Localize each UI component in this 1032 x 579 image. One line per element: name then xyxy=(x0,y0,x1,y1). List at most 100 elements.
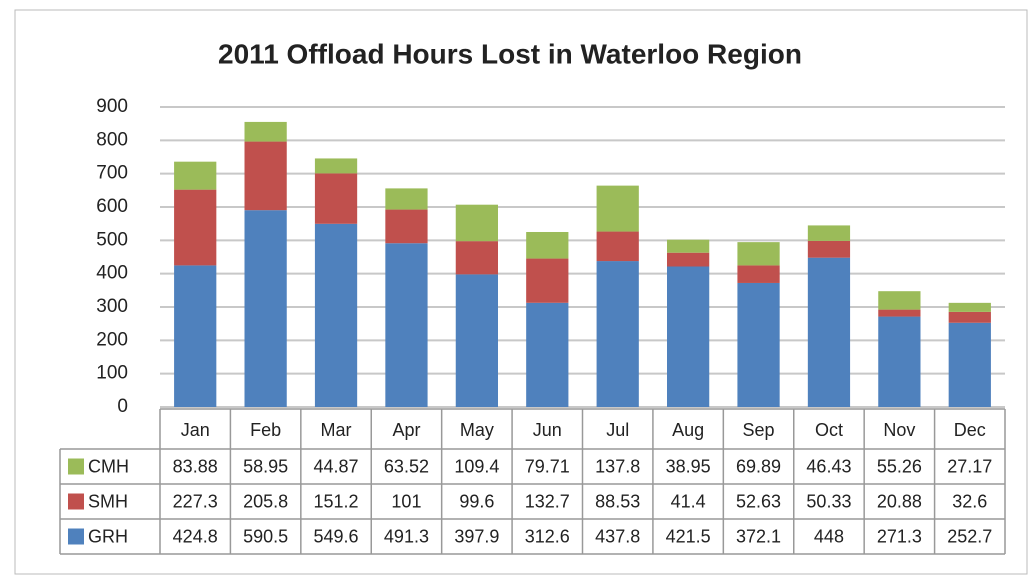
table-value: 58.95 xyxy=(243,456,288,476)
bar-segment xyxy=(455,241,498,275)
x-tick-label: Feb xyxy=(250,420,281,440)
table-value: 205.8 xyxy=(243,491,288,511)
x-tick-label: Mar xyxy=(321,420,352,440)
chart-border xyxy=(14,9,1028,575)
x-tick-label: Nov xyxy=(883,420,915,440)
x-tick-label: Dec xyxy=(954,420,986,440)
table-value: 397.9 xyxy=(454,526,499,546)
table-value: 448 xyxy=(814,526,844,546)
x-tick-label: Oct xyxy=(815,420,843,440)
table-value: 99.6 xyxy=(459,491,494,511)
bar-segment xyxy=(667,252,710,267)
bar-segment xyxy=(526,302,569,407)
table-value: 79.71 xyxy=(525,456,570,476)
table-value: 424.8 xyxy=(173,526,218,546)
bar-segment xyxy=(948,302,991,312)
table-value: 88.53 xyxy=(595,491,640,511)
table-value: 132.7 xyxy=(525,491,570,511)
x-tick-label: May xyxy=(460,420,494,440)
legend-swatch xyxy=(68,493,84,510)
bar-segment xyxy=(455,274,498,407)
legend-swatch xyxy=(68,458,84,475)
y-tick-label: 400 xyxy=(96,263,128,284)
y-tick-label: 200 xyxy=(96,329,128,350)
bar-segment xyxy=(948,322,991,407)
bar-segment xyxy=(807,240,851,258)
table-value: 227.3 xyxy=(173,491,218,511)
bar-segment xyxy=(385,209,428,244)
bar-segment xyxy=(314,223,358,407)
bar-segment xyxy=(314,158,358,174)
bar-segment xyxy=(244,121,287,142)
bar-segment xyxy=(948,311,991,323)
table-value: 151.2 xyxy=(314,491,359,511)
bar-segment xyxy=(455,204,498,242)
table-value: 590.5 xyxy=(243,526,288,546)
bar-segment xyxy=(596,231,639,262)
chart-title: 2011 Offload Hours Lost in Waterloo Regi… xyxy=(218,38,802,69)
y-tick-label: 300 xyxy=(96,296,128,317)
table-value: 109.4 xyxy=(454,456,499,476)
table-value: 271.3 xyxy=(877,526,922,546)
table-value: 55.26 xyxy=(877,456,922,476)
x-tick-label: Jan xyxy=(181,420,210,440)
bar-segment xyxy=(737,242,780,266)
bar-segment xyxy=(878,291,921,310)
table-value: 27.17 xyxy=(947,456,992,476)
bar-segment xyxy=(314,173,358,224)
legend-label: GRH xyxy=(88,526,128,546)
table-value: 137.8 xyxy=(595,456,640,476)
bar-segment xyxy=(174,189,217,266)
x-tick-label: Apr xyxy=(392,420,420,440)
bar-segment xyxy=(667,239,710,253)
bar-segment xyxy=(526,258,569,303)
table-value: 20.88 xyxy=(877,491,922,511)
table-value: 101 xyxy=(391,491,421,511)
y-tick-label: 800 xyxy=(96,129,128,150)
legend-label: CMH xyxy=(88,456,129,476)
bar-segment xyxy=(807,257,851,407)
bar-segment xyxy=(596,261,639,407)
y-tick-label: 900 xyxy=(96,96,128,117)
table-value: 41.4 xyxy=(671,491,706,511)
bar-segment xyxy=(385,188,428,210)
bar-segment xyxy=(596,185,639,232)
table-value: 83.88 xyxy=(173,456,218,476)
y-tick-label: 0 xyxy=(117,396,128,417)
bar-segment xyxy=(878,316,921,407)
bar-segment xyxy=(174,161,217,190)
table-value: 32.6 xyxy=(952,491,987,511)
x-tick-label: Aug xyxy=(672,420,704,440)
table-value: 437.8 xyxy=(595,526,640,546)
y-tick-label: 500 xyxy=(96,229,128,250)
table-value: 52.63 xyxy=(736,491,781,511)
bar-segment xyxy=(174,265,217,407)
table-value: 549.6 xyxy=(314,526,359,546)
table-value: 491.3 xyxy=(384,526,429,546)
y-tick-label: 100 xyxy=(96,363,128,384)
table-value: 63.52 xyxy=(384,456,429,476)
bar-segment xyxy=(878,309,921,317)
table-value: 372.1 xyxy=(736,526,781,546)
x-tick-label: Jul xyxy=(606,420,629,440)
y-tick-label: 600 xyxy=(96,196,128,217)
bar-segment xyxy=(385,243,428,407)
bar-segment xyxy=(244,141,287,211)
table-value: 252.7 xyxy=(947,526,992,546)
bar-segment xyxy=(737,282,780,407)
x-tick-label: Jun xyxy=(533,420,562,440)
table-value: 69.89 xyxy=(736,456,781,476)
legend-label: SMH xyxy=(88,491,128,511)
table-value: 50.33 xyxy=(806,491,851,511)
legend-swatch xyxy=(68,528,84,545)
table-value: 46.43 xyxy=(806,456,851,476)
table-value: 421.5 xyxy=(666,526,711,546)
bar-segment xyxy=(667,266,710,407)
x-tick-label: Sep xyxy=(743,420,775,440)
table-value: 44.87 xyxy=(314,456,359,476)
table-value: 312.6 xyxy=(525,526,570,546)
table-value: 38.95 xyxy=(666,456,711,476)
bar-segment xyxy=(526,231,569,259)
